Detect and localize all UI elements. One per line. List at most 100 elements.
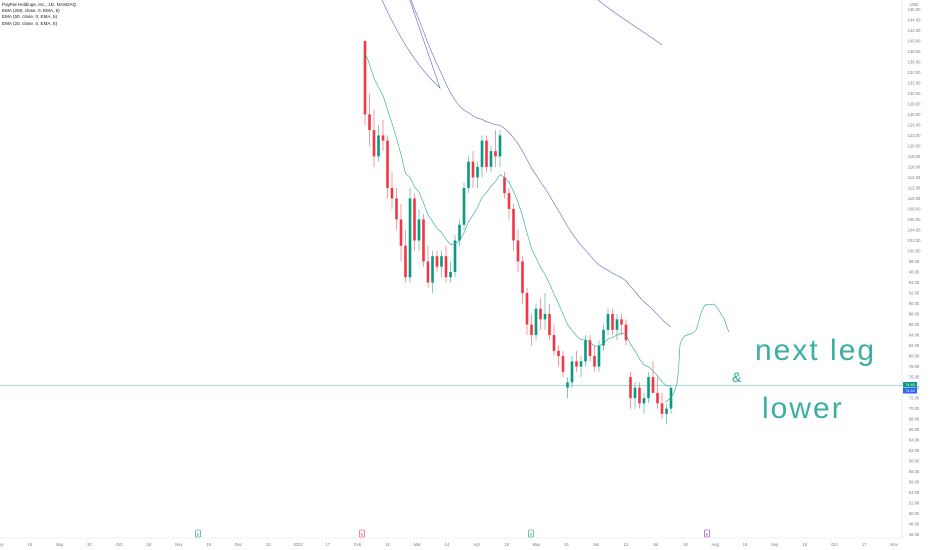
candle-body[interactable] (426, 261, 430, 283)
candle-body[interactable] (467, 161, 470, 188)
candle-body[interactable] (521, 261, 524, 294)
candle-body[interactable] (584, 340, 587, 362)
current-price-badge (903, 382, 917, 388)
candle-body[interactable] (669, 387, 673, 409)
candle-body[interactable] (399, 219, 403, 246)
candle-body[interactable] (561, 356, 565, 372)
time-tick-label: 17 (862, 542, 867, 547)
candle-body[interactable] (638, 387, 641, 404)
candle-body[interactable] (494, 151, 497, 157)
candle-body[interactable] (593, 356, 596, 367)
candle-body[interactable] (615, 319, 619, 330)
price-tick-label: 136.00 (908, 59, 921, 64)
current-price-badge-2 (903, 388, 917, 394)
candle-body[interactable] (602, 329, 605, 346)
earnings-marker-label: E (706, 532, 709, 537)
candle-body[interactable] (480, 140, 484, 167)
candle-body[interactable] (449, 272, 452, 278)
price-tick-label: 122.00 (908, 133, 921, 138)
candle-body[interactable] (372, 130, 376, 157)
candle-body[interactable] (512, 208, 515, 241)
candle-body[interactable] (597, 345, 601, 367)
price-tick-label: 46.00 (909, 532, 920, 537)
candle-body[interactable] (525, 293, 529, 325)
candle-body[interactable] (444, 256, 448, 278)
earnings-marker[interactable] (359, 529, 365, 538)
candle-body[interactable] (552, 335, 556, 351)
price-tick-label: 104.00 (908, 227, 921, 232)
candle-body[interactable] (534, 308, 538, 336)
candle-body[interactable] (557, 350, 560, 357)
candle-body[interactable] (440, 256, 443, 267)
candle-body[interactable] (611, 314, 614, 330)
price-tick-label: 48.00 (909, 522, 920, 527)
candle-body[interactable] (377, 135, 380, 157)
earnings-marker[interactable] (704, 529, 710, 538)
time-tick-label: 13 (266, 542, 271, 547)
earnings-marker[interactable] (528, 529, 534, 538)
candle-body[interactable] (566, 382, 569, 388)
price-tick-label: 94.00 (909, 280, 920, 285)
time-tick-label: 2022 (293, 542, 303, 547)
earnings-marker[interactable] (195, 529, 201, 538)
candle-body[interactable] (660, 403, 664, 414)
candle-body[interactable] (507, 193, 511, 209)
candle-body[interactable] (588, 340, 592, 357)
price-tick-label: 118.00 (908, 154, 921, 159)
candle-body[interactable] (458, 224, 461, 241)
candle-body[interactable] (413, 198, 416, 241)
candle-body[interactable] (656, 392, 659, 404)
time-tick-label: Oct (116, 542, 123, 547)
candle-body[interactable] (530, 324, 533, 336)
earnings-marker-label: E (361, 532, 364, 537)
candle-body[interactable] (485, 140, 488, 167)
candle-body[interactable] (575, 361, 578, 367)
candle-body[interactable] (471, 161, 475, 178)
candle-body[interactable] (422, 219, 425, 262)
candle-body[interactable] (363, 40, 367, 115)
candle-body[interactable] (647, 377, 650, 399)
time-tick-label: 14 (385, 542, 390, 547)
candle-body[interactable] (539, 308, 542, 320)
candle-body[interactable] (368, 114, 371, 131)
candle-body[interactable] (570, 361, 574, 383)
candle-body[interactable] (381, 135, 385, 141)
candle-body[interactable] (606, 314, 610, 330)
price-tick-label: 116.00 (908, 164, 921, 169)
candle-body[interactable] (624, 324, 628, 341)
legend-ema-50: EMA (50, close, 0, EMA, 5) (2, 14, 58, 20)
candle-body[interactable] (431, 256, 434, 283)
candle-body[interactable] (453, 240, 457, 272)
earnings-marker-label: E (197, 532, 200, 537)
candle-body[interactable] (404, 245, 407, 278)
candle-body[interactable] (390, 187, 394, 199)
candle-body[interactable] (579, 361, 583, 367)
candle-body[interactable] (386, 140, 389, 188)
candle-body[interactable] (651, 377, 655, 393)
candle-body[interactable] (516, 240, 520, 262)
current-price-value: 74.40 (905, 383, 915, 387)
candle-body[interactable] (543, 314, 547, 320)
candle-body[interactable] (629, 377, 632, 399)
candle-body[interactable] (633, 387, 637, 399)
candle-body[interactable] (620, 319, 623, 325)
time-tick-label: 16 (564, 542, 569, 547)
candle-body[interactable] (498, 135, 502, 157)
candle-body[interactable] (476, 166, 479, 178)
candle-body[interactable] (642, 398, 646, 404)
price-tick-label: 130.00 (908, 91, 921, 96)
candle-body[interactable] (462, 187, 466, 225)
candle-body[interactable] (503, 177, 506, 194)
price-tick-label: 90.00 (909, 301, 920, 306)
price-tick-label: 134.00 (908, 70, 921, 75)
candle-body[interactable] (417, 219, 421, 241)
candle-body[interactable] (665, 408, 668, 414)
candle-body[interactable] (395, 198, 398, 220)
price-tick-label: 60.00 (909, 459, 920, 464)
candle-body[interactable] (435, 256, 439, 267)
price-tick-label: 86.00 (909, 322, 920, 327)
candle-body[interactable] (489, 151, 493, 167)
candle-body[interactable] (408, 198, 412, 278)
candle-body[interactable] (548, 314, 551, 336)
